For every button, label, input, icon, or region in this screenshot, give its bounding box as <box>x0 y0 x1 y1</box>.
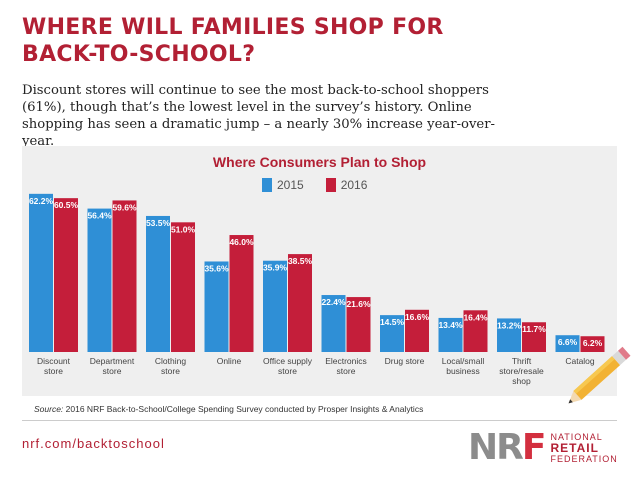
category-label-2: Clothing store <box>155 356 186 376</box>
source-label: Source: <box>34 404 64 414</box>
data-label-2015-7: 13.4% <box>438 320 463 330</box>
data-label-2015-2: 53.5% <box>146 218 171 228</box>
logo-line-national: National <box>550 431 603 442</box>
bar-2016-6 <box>405 309 429 352</box>
data-label-2016-2: 51.0% <box>171 224 196 234</box>
bar-2015-4 <box>263 260 287 352</box>
bar-2016-0 <box>54 198 78 352</box>
data-label-2015-9: 6.6% <box>558 337 578 347</box>
legend-item-2016: 2016 <box>325 178 368 192</box>
bar-2015-7 <box>438 317 463 352</box>
bar-2015-3 <box>204 261 229 352</box>
bar-2016-4 <box>288 254 312 352</box>
bar-2016-3 <box>229 235 254 352</box>
category-label-0: Discount store <box>37 356 71 376</box>
data-label-2015-4: 35.9% <box>263 263 288 273</box>
chart-panel: Where Consumers Plan to Shop 2015 2016 6… <box>22 146 617 396</box>
footer-divider <box>22 420 617 421</box>
data-label-2015-8: 13.2% <box>497 320 522 330</box>
data-label-2016-5: 21.6% <box>346 299 371 309</box>
logo-line-federation: Federation <box>550 453 618 464</box>
nrf-logo-text: National Retail Federation <box>550 432 617 465</box>
pencil-icon <box>568 346 631 404</box>
category-label-3: Online <box>217 356 242 366</box>
category-label-1: Department store <box>90 356 135 376</box>
category-label-9: Catalog <box>565 356 595 366</box>
bar-2016-2 <box>171 222 195 352</box>
legend-item-2015: 2015 <box>262 178 304 192</box>
footer-link[interactable]: nrf.com/backtoschool <box>22 436 165 451</box>
bar-2016-1 <box>112 200 137 352</box>
data-label-2015-6: 14.5% <box>380 317 405 327</box>
data-label-2016-6: 16.6% <box>405 312 430 322</box>
bar-2015-0 <box>29 193 53 352</box>
logo-letter-r: R <box>496 427 524 468</box>
chart-legend: 2015 2016 <box>262 178 367 192</box>
bar-2015-2 <box>146 215 170 352</box>
page-title: WHERE WILL FAMILIES SHOP FOR BACK-TO-SCH… <box>22 15 444 67</box>
data-label-2015-1: 56.4% <box>87 211 112 221</box>
data-label-2016-4: 38.5% <box>288 256 313 266</box>
intro-paragraph: Discount stores will continue to see the… <box>22 83 495 149</box>
category-label-5: Electronics store <box>325 356 367 376</box>
bar-chart: 62.2% 60.5% Discount store 56.4%59.6% Departm… <box>29 193 605 386</box>
category-label-7: Local/small business <box>442 356 485 376</box>
bar-2016-9 <box>580 336 605 352</box>
bar-2015-5 <box>321 295 346 352</box>
logo-letter-n: N <box>468 427 498 468</box>
data-label-2016-8: 11.7% <box>522 324 546 334</box>
category-label-6: Drug store <box>385 356 425 366</box>
nrf-logo[interactable]: NRF National Retail Federation <box>468 428 618 468</box>
data-label-2016-1: 59.6% <box>112 202 137 212</box>
logo-letter-f: F <box>521 427 547 468</box>
category-label-4: Office supply store <box>263 356 313 376</box>
bar-2015-6 <box>380 315 404 352</box>
bar-2015-8 <box>497 318 521 352</box>
data-label-2016-0: 60.5% <box>54 200 79 210</box>
chart-title: Where Consumers Plan to Shop <box>212 154 427 170</box>
source-text: 2016 NRF Back-to-School/College Spending… <box>63 404 424 414</box>
bar-2016-8 <box>522 322 546 352</box>
data-label-2016-7: 16.4% <box>463 312 488 322</box>
nrf-logo-mark: NRF <box>468 427 547 468</box>
bar-2016-5 <box>346 297 371 352</box>
source-note: Source: 2016 NRF Back-to-School/College … <box>34 404 423 414</box>
legend-label-2016: 2016 <box>340 178 368 192</box>
logo-line-retail: Retail <box>550 440 599 455</box>
bar-2016-7 <box>463 310 488 352</box>
category-label-8: Thrift store/resale shop <box>499 356 544 386</box>
legend-label-2015: 2015 <box>277 178 304 192</box>
bar-2015-9 <box>555 335 580 352</box>
data-label-2016-3: 46.0% <box>229 237 254 247</box>
bar-2015-1 <box>87 208 112 352</box>
data-label-2016-9: 6.2% <box>583 338 603 348</box>
legend-swatch-2016 <box>325 178 336 192</box>
data-label-2015-3: 35.6% <box>204 263 229 273</box>
legend-swatch-2015 <box>262 178 272 192</box>
data-label-2015-0: 62.2% <box>29 196 54 206</box>
data-label-2015-5: 22.4% <box>321 297 346 307</box>
